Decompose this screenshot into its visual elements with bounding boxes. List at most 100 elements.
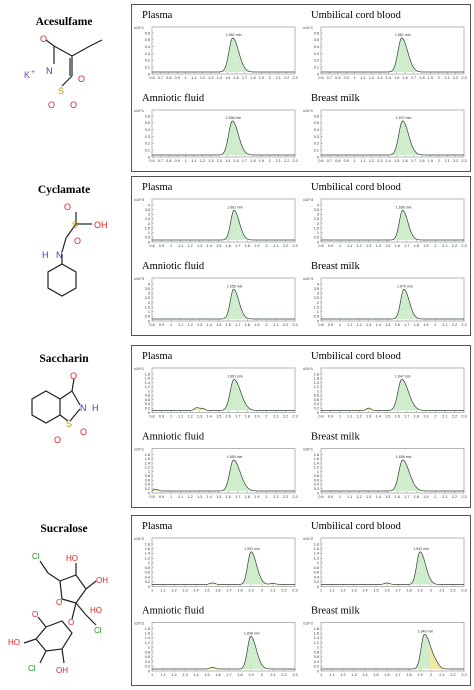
x-tick-label: 0.7 xyxy=(327,76,332,80)
x-tick-label: 1.3 xyxy=(208,159,213,163)
panel-label: Umbilical cord blood xyxy=(311,521,402,532)
x-tick-label: 2.3 xyxy=(292,673,297,677)
peak-label: 1.903 min xyxy=(244,547,260,551)
x-tick-label: 2 xyxy=(438,159,440,163)
x-tick-label: 1.1 xyxy=(360,159,365,163)
y-tick-label: 4 xyxy=(148,282,150,286)
x-tick-label: 2.2 xyxy=(283,415,288,419)
x-tick-label: 1.2 xyxy=(369,159,374,163)
x-tick-label: 0.9 xyxy=(159,415,164,419)
x-tick-label: 1.4 xyxy=(386,76,391,80)
compound-name: Acesulfame xyxy=(35,16,93,28)
x-tick-label: 2 xyxy=(261,589,263,593)
peak-area xyxy=(223,210,253,240)
y-tick-label: 3 xyxy=(317,292,319,296)
atom-oh: OH xyxy=(56,666,68,675)
y-scale-label: x10^1 xyxy=(303,109,313,113)
y-tick-label: 1.5 xyxy=(314,305,319,309)
x-tick-label: 1.9 xyxy=(423,415,428,419)
y-tick-label: 0.4 xyxy=(145,402,150,406)
y-scale-label: x10^2 xyxy=(134,537,144,541)
x-tick-label: 1.1 xyxy=(160,673,165,677)
x-tick-label: 1.8 xyxy=(237,673,242,677)
y-scale-label: x10^2 xyxy=(134,622,144,626)
x-tick-label: 1.2 xyxy=(356,244,361,248)
y-tick-label: 2 xyxy=(317,301,319,305)
x-tick-label: 1 xyxy=(185,76,187,80)
saccharin-structure: O N H S O O xyxy=(31,371,99,445)
y-tick-label: 3.5 xyxy=(314,208,319,212)
x-tick-label: 1 xyxy=(339,415,341,419)
x-tick-label: 0.9 xyxy=(159,495,164,499)
x-tick-label: 0.8 xyxy=(335,159,340,163)
x-tick-label: 0.7 xyxy=(158,159,163,163)
x-tick-label: 1.6 xyxy=(402,159,407,163)
peak-label: 1.940 min xyxy=(418,629,434,633)
x-tick-label: 1.3 xyxy=(197,495,202,499)
x-tick-label: 1.8 xyxy=(419,76,424,80)
x-tick-label: 2 xyxy=(265,323,267,327)
peak-area xyxy=(220,37,254,72)
x-tick-label: 1 xyxy=(151,589,153,593)
atom-k: K xyxy=(24,70,30,80)
x-tick-label: 1.4 xyxy=(207,495,212,499)
y-scale-label: x10^3 xyxy=(303,198,313,202)
y-tick-label: 1.8 xyxy=(314,453,319,457)
y-tick-label: 1.4 xyxy=(145,636,150,640)
x-tick-label: 0.9 xyxy=(175,76,180,80)
peak-area xyxy=(221,459,257,491)
panel-label: Umbilical cord blood xyxy=(311,351,402,362)
x-tick-label: 0.8 xyxy=(335,76,340,80)
x-tick-label: 1.6 xyxy=(226,495,231,499)
x-tick-label: 1.5 xyxy=(385,323,390,327)
x-tick-label: 2.3 xyxy=(292,415,297,419)
atom-s: S xyxy=(58,86,64,96)
y-tick-label: 0.8 xyxy=(314,650,319,654)
x-tick-label: 0.9 xyxy=(328,323,333,327)
y-tick-label: 2.5 xyxy=(145,296,150,300)
x-tick-label: 1.3 xyxy=(182,673,187,677)
x-tick-label: 1.4 xyxy=(193,673,198,677)
x-tick-label: 2 xyxy=(438,76,440,80)
x-tick-label: 1.2 xyxy=(200,159,205,163)
peak-area xyxy=(220,120,254,155)
x-tick-label: 2 xyxy=(434,244,436,248)
plot-frame xyxy=(320,622,465,672)
x-tick-label: 2 xyxy=(430,589,432,593)
x-tick-label: 1.7 xyxy=(242,76,247,80)
atom-cl: Cl xyxy=(94,626,102,635)
y-tick-label: 0 xyxy=(317,240,319,244)
acesulfame-structure: O K + N S O O O xyxy=(24,34,103,110)
x-tick-label: 1.9 xyxy=(248,589,253,593)
x-tick-label: 1.9 xyxy=(254,415,259,419)
chromatogram-trace xyxy=(152,37,295,73)
x-tick-label: 1.5 xyxy=(216,495,221,499)
y-tick-label: 3 xyxy=(317,213,319,217)
x-tick-label: 1.9 xyxy=(417,673,422,677)
y-tick-label: 0.5 xyxy=(145,236,150,240)
atom-h: H xyxy=(92,403,99,413)
x-tick-label: 1.4 xyxy=(376,323,381,327)
x-tick-label: 2.1 xyxy=(270,673,275,677)
atom-s: S xyxy=(72,220,78,230)
x-tick-label: 1.2 xyxy=(187,244,192,248)
panel-label: Umbilical cord blood xyxy=(311,10,402,21)
y-tick-label: 1.4 xyxy=(314,461,319,465)
y-scale-label: x10^1 xyxy=(303,448,313,452)
y-tick-label: 0.5 xyxy=(145,38,150,42)
x-tick-label: 2.3 xyxy=(292,323,297,327)
atom-o: O xyxy=(80,427,87,437)
x-tick-label: 1.6 xyxy=(384,673,389,677)
x-tick-label: 0.9 xyxy=(159,244,164,248)
chromatogram-panel-group: Plasma x10^1 1.8 1.6 1.4 1.2 1 0.8 0.6 0.4 0.2 0 0.8… xyxy=(131,345,471,508)
x-tick-label: 2.1 xyxy=(273,495,278,499)
x-tick-label: 1.6 xyxy=(215,589,220,593)
x-tick-label: 1 xyxy=(339,323,341,327)
chromatogram-trace xyxy=(321,459,464,492)
x-tick-label: 2.1 xyxy=(273,415,278,419)
y-scale-label: x10^1 xyxy=(134,367,144,371)
x-tick-label: 1.8 xyxy=(245,323,250,327)
y-tick-label: 0.8 xyxy=(314,566,319,570)
y-tick-label: 1 xyxy=(317,646,319,650)
x-tick-label: 1.6 xyxy=(395,415,400,419)
